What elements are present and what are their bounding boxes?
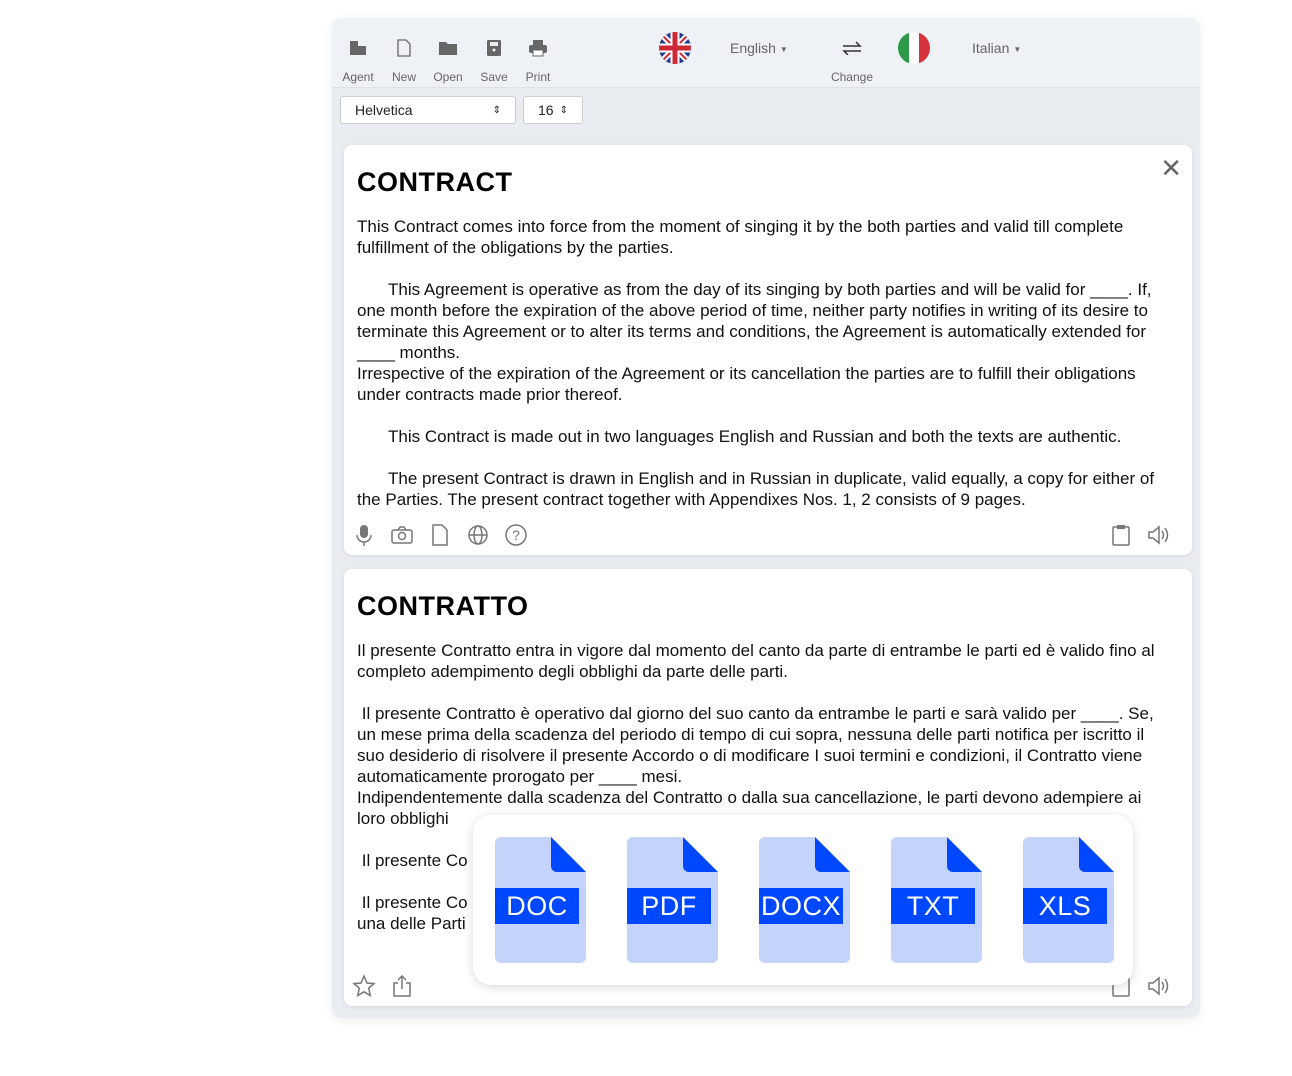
paragraph: Il presente Co bbox=[357, 893, 468, 912]
new-file-icon bbox=[388, 36, 420, 60]
export-xls-button[interactable]: XLS bbox=[1023, 837, 1115, 963]
paragraph: Il presente Contratto è operativo dal gi… bbox=[357, 704, 1159, 786]
paragraph: Irrespective of the expiration of the Ag… bbox=[357, 364, 1136, 404]
save-icon bbox=[478, 36, 510, 60]
source-language-label: English bbox=[730, 40, 776, 56]
format-label: TXT bbox=[891, 888, 975, 924]
format-label: XLS bbox=[1023, 888, 1107, 924]
export-format-popup: DOC PDF DOCX TXT XLS bbox=[473, 815, 1133, 985]
print-label: Print bbox=[525, 70, 551, 84]
save-button[interactable]: Save bbox=[478, 36, 510, 84]
updown-icon: ⇕ bbox=[559, 104, 568, 116]
speaker-icon[interactable] bbox=[1146, 523, 1172, 547]
paragraph: Il presente Contratto entra in vigore da… bbox=[357, 641, 1155, 681]
target-text[interactable]: Il presente Contratto entra in vigore da… bbox=[357, 640, 1162, 934]
change-label: Change bbox=[830, 70, 874, 84]
font-family-value: Helvetica bbox=[355, 102, 413, 118]
source-language-select[interactable]: English ▼ bbox=[730, 40, 788, 56]
source-panel: ✕ CONTRACT This Contract comes into forc… bbox=[344, 145, 1192, 555]
target-title: CONTRATTO bbox=[357, 591, 529, 621]
document-icon[interactable] bbox=[428, 523, 452, 547]
caret-down-icon: ▼ bbox=[779, 44, 788, 54]
font-size-select[interactable]: 16 ⇕ bbox=[523, 96, 583, 124]
uk-flag-icon[interactable] bbox=[659, 32, 691, 64]
printer-icon bbox=[522, 36, 554, 60]
clipboard-icon[interactable] bbox=[1110, 523, 1132, 547]
source-actions bbox=[1110, 523, 1172, 547]
globe-icon[interactable] bbox=[466, 523, 490, 547]
speaker-icon[interactable] bbox=[1146, 974, 1172, 998]
microphone-icon[interactable] bbox=[352, 523, 376, 547]
translator-window: Agent New Open Save Print English ▼ Chang… bbox=[332, 18, 1200, 1018]
font-row: Helvetica ⇕ 16 ⇕ bbox=[332, 88, 1200, 132]
folder-icon bbox=[430, 36, 466, 60]
paragraph: una delle Parti bbox=[357, 914, 466, 933]
open-button[interactable]: Open bbox=[430, 36, 466, 84]
new-button[interactable]: New bbox=[388, 36, 420, 84]
format-label: DOCX bbox=[759, 888, 843, 924]
target-language-select[interactable]: Italian ▼ bbox=[972, 40, 1021, 56]
paragraph: This Contract comes into force from the … bbox=[357, 217, 1124, 257]
caret-down-icon: ▼ bbox=[1013, 44, 1022, 54]
toolbar: Agent New Open Save Print English ▼ Chang… bbox=[332, 18, 1200, 88]
italy-flag-icon[interactable] bbox=[898, 32, 930, 64]
target-language-label: Italian bbox=[972, 40, 1010, 56]
source-title: CONTRACT bbox=[357, 167, 513, 197]
svg-text:?: ? bbox=[512, 527, 520, 543]
updown-icon: ⇕ bbox=[492, 104, 501, 116]
paragraph: This Agreement is operative as from the … bbox=[357, 280, 1152, 362]
source-tools: ? bbox=[352, 523, 528, 547]
help-icon[interactable]: ? bbox=[504, 523, 528, 547]
save-label: Save bbox=[480, 70, 508, 84]
star-icon[interactable] bbox=[352, 974, 376, 998]
export-doc-button[interactable]: DOC bbox=[495, 837, 587, 963]
format-label: DOC bbox=[495, 888, 579, 924]
paragraph: Indipendentemente dalla scadenza del Con… bbox=[357, 788, 1142, 828]
camera-icon[interactable] bbox=[390, 523, 414, 547]
agent-label: Agent bbox=[342, 70, 374, 84]
export-txt-button[interactable]: TXT bbox=[891, 837, 983, 963]
swap-arrows-icon bbox=[826, 36, 878, 60]
export-pdf-button[interactable]: PDF bbox=[627, 837, 719, 963]
format-label: PDF bbox=[627, 888, 711, 924]
target-tools bbox=[352, 974, 414, 998]
agent-icon bbox=[340, 36, 376, 60]
paragraph: This Contract is made out in two languag… bbox=[388, 427, 1122, 446]
print-button[interactable]: Print bbox=[522, 36, 554, 84]
open-label: Open bbox=[433, 70, 463, 84]
new-label: New bbox=[391, 70, 416, 84]
close-icon[interactable]: ✕ bbox=[1160, 153, 1182, 183]
paragraph: The present Contract is drawn in English… bbox=[357, 469, 1155, 509]
agent-button[interactable]: Agent bbox=[340, 36, 376, 84]
share-icon[interactable] bbox=[390, 974, 414, 998]
source-text[interactable]: This Contract comes into force from the … bbox=[357, 216, 1162, 510]
export-docx-button[interactable]: DOCX bbox=[759, 837, 851, 963]
swap-languages-button[interactable]: Change bbox=[826, 36, 878, 84]
font-family-select[interactable]: Helvetica ⇕ bbox=[340, 96, 516, 124]
font-size-value: 16 bbox=[538, 102, 554, 118]
paragraph: Il presente Co bbox=[357, 851, 468, 870]
